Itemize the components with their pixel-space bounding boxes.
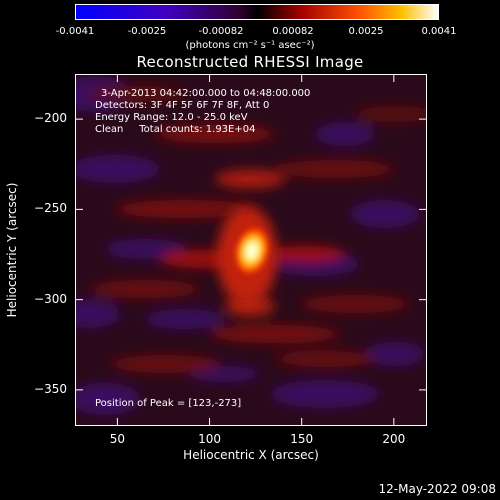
colorbar-tick: 0.0041 — [421, 26, 457, 37]
colorbar-tick: -0.00082 — [198, 26, 244, 37]
time-range-text: 3-Apr-2013 04:42:00.000 to 04:48:00.000 — [101, 88, 311, 99]
x-tick-label: 200 — [382, 432, 406, 446]
colorbar-tick: -0.0025 — [127, 26, 167, 37]
timestamp: 12-May-2022 09:08 — [378, 482, 496, 496]
detectors-text: Detectors: 3F 4F 5F 6F 7F 8F, Att 0 — [95, 100, 270, 111]
colorbar-tick: 0.0025 — [348, 26, 384, 37]
colorbar-tick: -0.0041 — [55, 26, 95, 37]
colorbar — [75, 4, 439, 20]
rhessi-image-plot — [75, 74, 427, 426]
colorbar-tick: 0.00082 — [272, 26, 314, 37]
peak-position-text: Position of Peak = [123,-273] — [95, 398, 242, 409]
y-tick-label: −300 — [34, 291, 67, 306]
chart-title: Reconstructed RHESSI Image — [136, 53, 364, 71]
x-axis-label: Heliocentric X (arcsec) — [183, 448, 319, 462]
x-tick-label: 100 — [198, 432, 221, 446]
colorbar-units: (photons cm⁻² s⁻¹ asec⁻²) — [185, 40, 315, 51]
y-axis-label: Heliocentric Y (arcsec) — [5, 182, 19, 318]
x-tick-label: 150 — [290, 432, 314, 446]
y-tick-label: −250 — [34, 201, 67, 216]
x-tick-label: 50 — [109, 432, 126, 446]
y-tick-label: −350 — [34, 381, 67, 396]
counts-text: Clean Total counts: 1.93E+04 — [95, 124, 256, 135]
x-tick-marks — [116, 74, 395, 426]
y-tick-marks — [75, 118, 427, 391]
y-tick-label: −200 — [34, 111, 67, 126]
peak-source — [233, 225, 271, 277]
energy-range-text: Energy Range: 12.0 - 25.0 keV — [95, 112, 248, 123]
